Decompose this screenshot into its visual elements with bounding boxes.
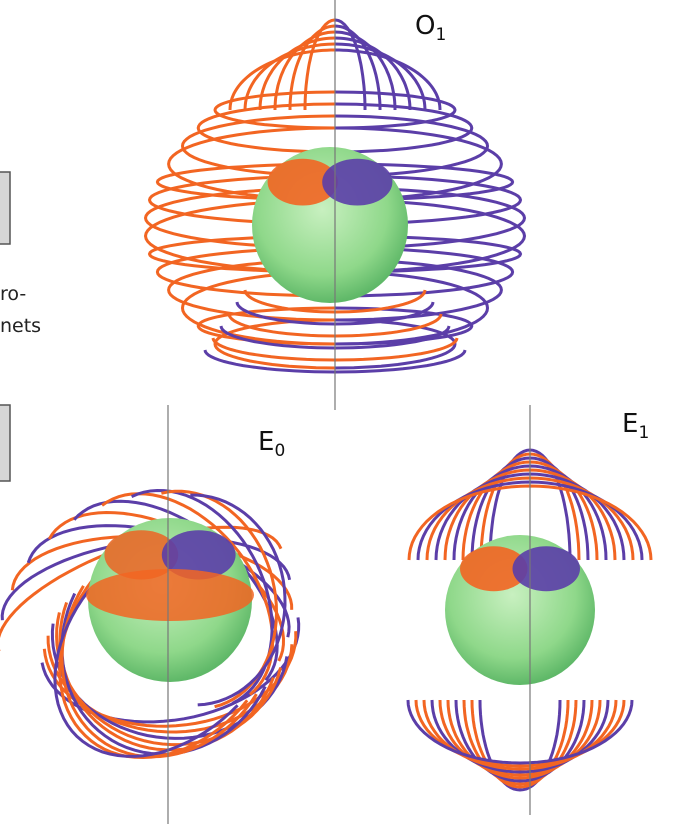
side-box: [0, 172, 10, 244]
panel-subscript: 1: [435, 25, 446, 45]
panel-label: E1: [622, 409, 649, 443]
polar-cap: [322, 159, 392, 206]
field-line: [424, 700, 616, 769]
side-text: ro-: [0, 283, 26, 305]
panel-letter: E: [622, 409, 638, 439]
panel-subscript: 0: [274, 441, 285, 461]
panel-e0: [0, 405, 299, 824]
side-text: nets: [0, 315, 41, 337]
figure: ro- nets O1 E0 E1: [0, 0, 677, 824]
polar-cap: [513, 546, 581, 591]
panel-e1: [408, 405, 651, 815]
figure-canvas: ro- nets O1 E0 E1: [0, 0, 677, 824]
panel-letter: O: [415, 11, 435, 41]
panel-o1: [140, 0, 540, 410]
panel-label: E0: [258, 427, 285, 461]
panel-subscript: 1: [638, 423, 649, 443]
field-line: [432, 700, 608, 772]
equator-band: [86, 569, 254, 621]
panel-letter: E: [258, 427, 274, 457]
side-box: [0, 405, 10, 481]
